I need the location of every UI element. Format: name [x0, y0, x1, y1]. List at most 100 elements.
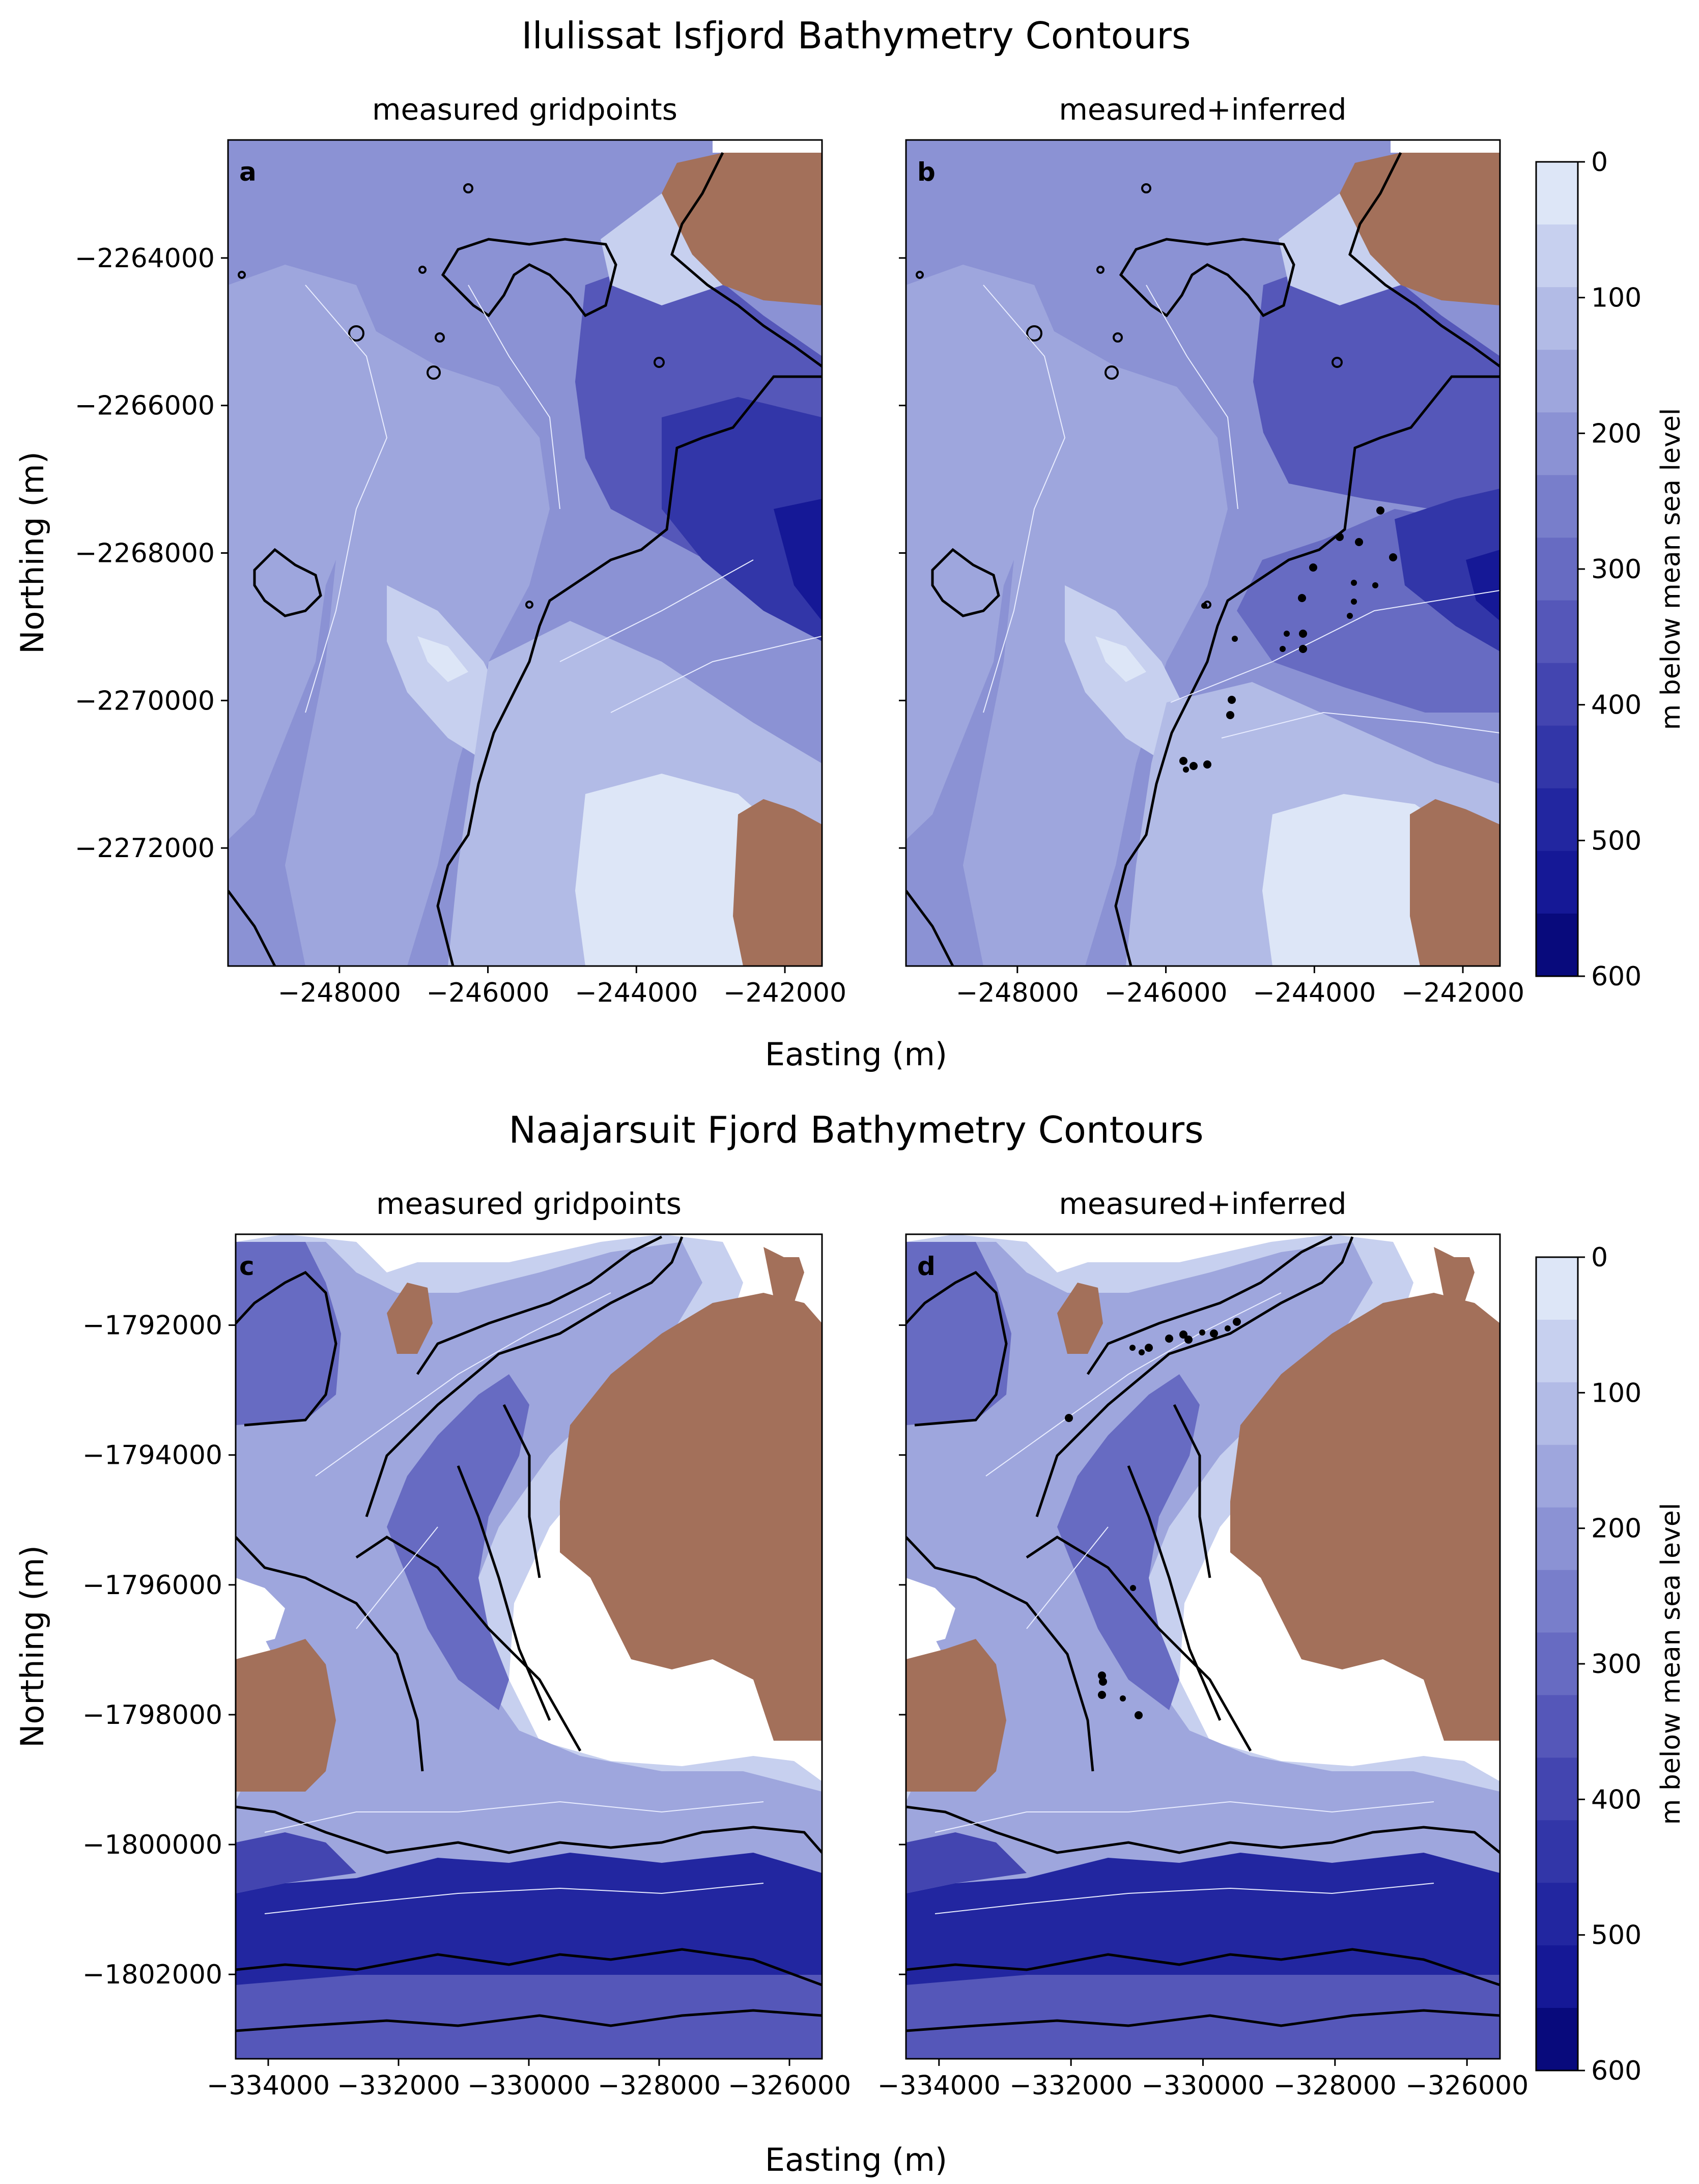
colorbar-band	[1536, 1945, 1578, 2008]
colorbar-band	[1536, 913, 1578, 977]
x-tick-label: −248000	[956, 978, 1079, 1008]
panel-c-band-mid	[236, 1242, 822, 2059]
panel-a-band-ridge-core	[417, 636, 468, 682]
panel-c-title: measured gridpoints	[376, 1186, 682, 1221]
panel-d-white-cap-ne	[1398, 1234, 1500, 1257]
panel-d-band-sw-deep	[906, 1832, 1027, 1893]
panel-a-map: a	[228, 140, 822, 966]
panel-c-axes: −334000 −332000 −330000 −328000 −326000 −1792…	[82, 1311, 851, 2101]
panel-a-islet	[435, 332, 445, 343]
panel-b-inferred-point	[1280, 646, 1286, 652]
panel-a-islet	[654, 357, 665, 368]
y-tick-label: −2268000	[75, 538, 215, 569]
panel-c-map: c	[236, 1234, 822, 2059]
colorbar-band	[1536, 1883, 1578, 1946]
panel-b-band-east-deep	[1395, 489, 1500, 651]
panel-a-no-data-top-right	[713, 140, 822, 153]
panel-b-map: b	[906, 140, 1500, 966]
panel-b-islet	[916, 271, 924, 279]
panel-d-inferred-point	[1065, 1414, 1073, 1422]
panel-c-land-west	[236, 1639, 336, 1792]
panel-a-islet	[238, 271, 246, 279]
panel-c-land-east	[560, 1293, 822, 1741]
x-tick-label: −334000	[877, 2070, 1001, 2101]
panel-d-band-channel	[906, 1242, 1011, 1425]
panel-d-band-central-channel	[1057, 1374, 1200, 1710]
colorbar-tick-label: 0	[1591, 147, 1608, 178]
panel-b-axes: −248000 −246000 −244000 −242000	[899, 257, 1524, 1008]
panel-a-coastline-southwest	[228, 890, 276, 966]
colorbar-tick-label: 300	[1591, 554, 1641, 585]
x-tick-label: −334000	[207, 2070, 330, 2101]
colorbar-band	[1536, 537, 1578, 601]
panel-a-islet	[427, 365, 441, 380]
panel-a-band-east-deepest	[774, 499, 822, 621]
panel-a-islet	[463, 183, 473, 193]
panel-d-axes: −334000 −332000 −330000 −328000 −326000	[877, 1324, 1528, 2101]
panel-d-white-south-west	[906, 1578, 955, 1649]
colorbar-band	[1536, 162, 1578, 225]
x-tick-label: −328000	[598, 2070, 721, 2101]
panel-b-band-east-deepest	[1466, 550, 1500, 621]
panel-b-islet	[1332, 357, 1343, 368]
x-tick-label: −244000	[575, 978, 698, 1008]
colorbar-tick-label: 500	[1591, 826, 1641, 856]
panel-b-inferred-point	[1351, 599, 1357, 605]
x-tick-label: −326000	[1405, 2070, 1528, 2101]
colorbar-band	[1536, 350, 1578, 413]
panel-d-coastline-deep-south	[906, 1948, 1500, 1987]
panel-a-island-north	[441, 238, 617, 318]
panel-a-contour-line	[305, 285, 822, 713]
colorbar-tick-label: 500	[1591, 1920, 1641, 1951]
colorbar-band	[1536, 725, 1578, 789]
panel-c-white-cap-ne	[728, 1234, 822, 1257]
panel-d-coastline-central	[906, 1235, 1354, 1772]
colorbar-tick-label: 600	[1591, 2056, 1641, 2086]
x-tick-label: −328000	[1273, 2070, 1397, 2101]
x-tick-label: −242000	[1401, 978, 1524, 1008]
colorbar-band	[1536, 412, 1578, 475]
colorbar-tick-label: 200	[1591, 418, 1641, 449]
y-tick-label: −1792000	[82, 1311, 222, 1341]
top-y-axis-label: Northing (m)	[14, 451, 51, 654]
panel-b-inferred-point	[1372, 582, 1378, 588]
y-tick-label: −1798000	[82, 1700, 222, 1731]
colorbar-tick-label: 300	[1591, 1649, 1641, 1680]
panel-a-island-west	[253, 548, 322, 617]
x-tick-label: −332000	[1009, 2070, 1132, 2101]
panel-d-inferred-point	[1099, 1678, 1107, 1686]
bottom-y-axis-label: Northing (m)	[14, 1545, 51, 1748]
panel-d-land-west	[906, 1639, 1006, 1792]
panel-d-coastline-deep-north	[906, 1805, 1500, 1854]
panel-a-islet	[348, 325, 364, 342]
panel-b-inferred-point	[1351, 580, 1357, 586]
colorbar-band	[1536, 1695, 1578, 1758]
colorbar-band	[1536, 2008, 1578, 2071]
panel-d-contour-line	[935, 1292, 1434, 1914]
panel-b-islet	[1113, 332, 1123, 343]
bottom-suptitle: Naajarsuit Fjord Bathymetry Contours	[508, 1109, 1203, 1151]
panel-c-band-deep	[236, 1853, 822, 1995]
panel-d-inferred-point	[1225, 1325, 1231, 1331]
colorbar-tick-label: 200	[1591, 1514, 1641, 1544]
panel-b-inferred-point	[1232, 636, 1238, 642]
panel-b-inferred-point	[1226, 711, 1234, 719]
panel-b-inferred-point	[1179, 757, 1187, 765]
x-tick-label: −326000	[728, 2070, 851, 2101]
panel-d-inferred-point	[1098, 1671, 1106, 1680]
x-tick-label: −246000	[427, 978, 550, 1008]
panel-c-coastline-deep-north	[236, 1805, 822, 1854]
colorbar-band	[1536, 475, 1578, 538]
panel-c-letter: c	[239, 1252, 254, 1281]
panel-b-inferred-point	[1183, 767, 1189, 773]
colorbar-band	[1536, 1507, 1578, 1571]
panel-d-inferred-point	[1145, 1344, 1153, 1352]
panel-b-inferred-point	[1298, 594, 1306, 602]
y-tick-label: −2266000	[75, 391, 215, 421]
panel-d-band-mid	[906, 1242, 1500, 2059]
panel-b-coastline-main	[1114, 152, 1500, 966]
panel-d-title: measured+inferred	[1059, 1186, 1346, 1221]
panel-d-inferred-point	[1233, 1318, 1241, 1326]
bottom-x-axis-label: Easting (m)	[765, 2141, 947, 2178]
y-tick-label: −1796000	[82, 1570, 222, 1601]
